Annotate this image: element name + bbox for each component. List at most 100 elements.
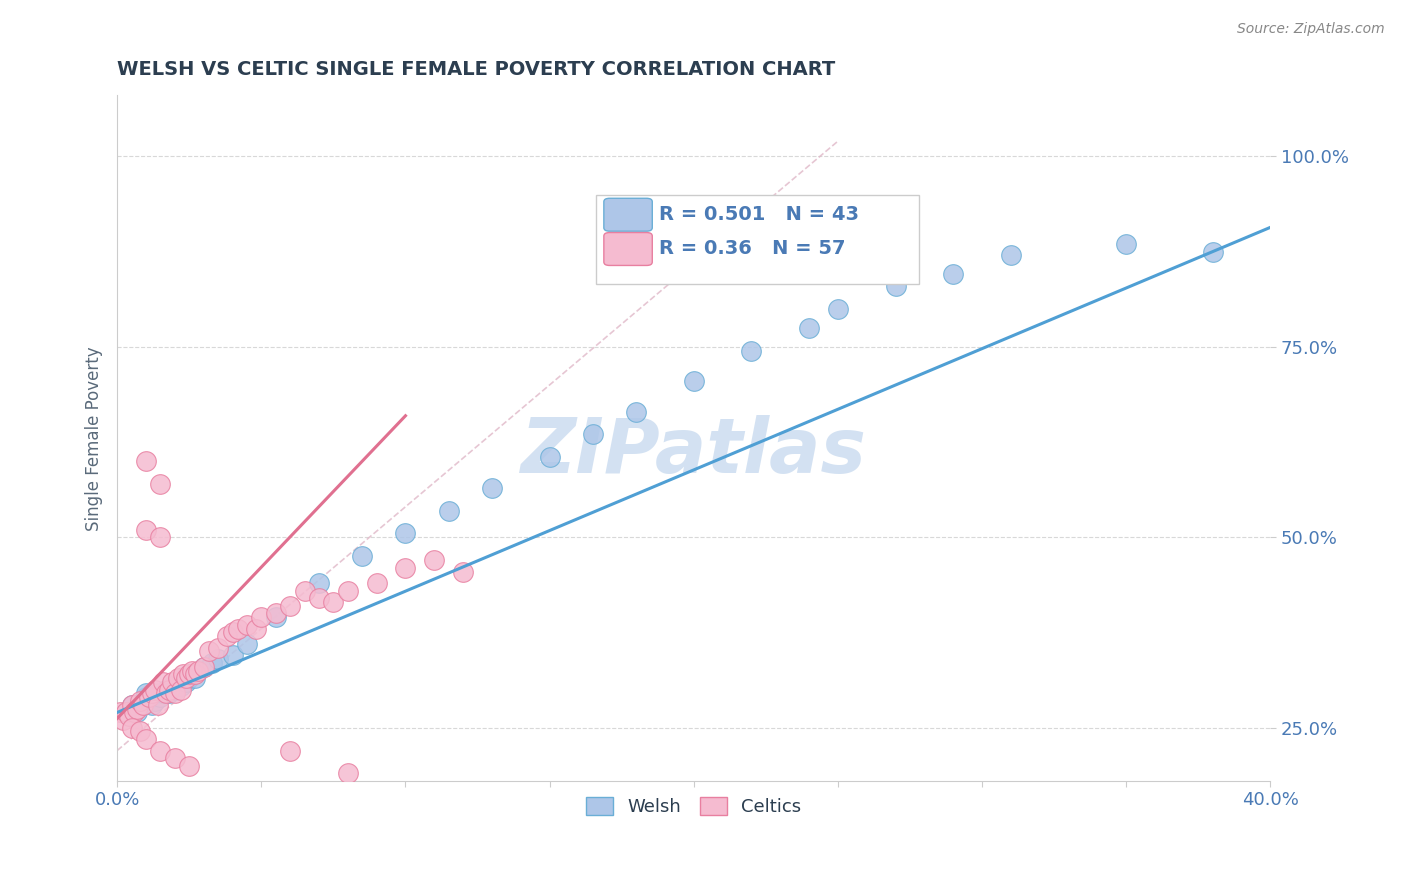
Point [169,679,191,693]
Point [336,766,359,780]
Point [336,583,359,598]
Point [278,599,301,613]
Text: WELSH VS CELTIC SINGLE FEMALE POVERTY CORRELATION CHART: WELSH VS CELTIC SINGLE FEMALE POVERTY CO… [117,60,835,78]
Point [176,671,198,685]
Point [179,671,201,685]
Point [942,268,965,282]
Point [127,706,149,720]
Point [115,706,138,720]
Point [207,640,229,655]
Point [163,682,186,697]
Point [129,698,152,712]
Point [135,690,157,705]
Point [138,690,160,705]
Point [1202,244,1225,259]
Point [538,450,561,465]
Point [451,565,474,579]
Point [173,667,195,681]
Point [193,659,215,673]
Point [155,686,177,700]
Point [129,724,152,739]
Point [184,671,207,685]
Point [179,667,201,681]
Point [157,682,180,697]
Point [179,758,201,772]
Text: Source: ZipAtlas.com: Source: ZipAtlas.com [1237,22,1385,37]
Point [141,698,163,712]
Point [149,690,172,705]
Point [187,664,209,678]
Point [181,664,204,678]
Legend: Welsh, Celtics: Welsh, Celtics [579,789,808,823]
Y-axis label: Single Female Poverty: Single Female Poverty [86,346,103,531]
Point [127,701,149,715]
Point [141,686,163,700]
Point [121,698,143,712]
Point [132,698,155,712]
Point [207,652,229,666]
Point [176,675,198,690]
Point [143,682,166,697]
Point [394,560,416,574]
Point [221,648,243,663]
Point [163,751,186,765]
Point [423,553,446,567]
Point [149,743,172,757]
Point [250,610,273,624]
Point [352,549,374,564]
Point [221,625,243,640]
Point [149,477,172,491]
Point [135,732,157,747]
Point [1115,237,1137,252]
FancyBboxPatch shape [596,194,918,284]
FancyBboxPatch shape [603,233,652,266]
Point [121,698,143,712]
Point [143,694,166,708]
Point [121,721,143,735]
Point [152,686,174,700]
Point [184,667,207,681]
Point [163,686,186,700]
Point [278,743,301,757]
Point [155,682,177,697]
Text: R = 0.36   N = 57: R = 0.36 N = 57 [659,239,845,258]
Point [129,694,152,708]
Point [146,686,169,700]
Point [118,709,141,723]
Text: R = 0.501   N = 43: R = 0.501 N = 43 [659,204,859,224]
Point [132,694,155,708]
Point [236,637,259,651]
Point [884,278,907,293]
Point [308,591,330,606]
Point [437,503,460,517]
Point [169,682,191,697]
Point [394,526,416,541]
Point [193,659,215,673]
Point [624,404,647,418]
Point [108,706,131,720]
Point [111,713,134,727]
FancyBboxPatch shape [603,198,652,231]
Text: ZIPatlas: ZIPatlas [520,415,866,489]
Point [236,617,259,632]
Point [264,607,287,621]
Point [135,686,157,700]
Point [149,530,172,544]
Point [146,698,169,712]
Point [682,374,704,388]
Point [294,583,316,598]
Point [198,644,221,658]
Point [160,679,183,693]
Point [215,629,238,643]
Point [115,706,138,720]
Point [366,576,388,591]
Point [245,622,267,636]
Point [264,610,287,624]
Point [582,427,605,442]
Point [827,301,849,316]
Point [166,671,188,685]
Point [797,320,820,334]
Point [322,595,344,609]
Point [481,481,503,495]
Point [135,454,157,468]
